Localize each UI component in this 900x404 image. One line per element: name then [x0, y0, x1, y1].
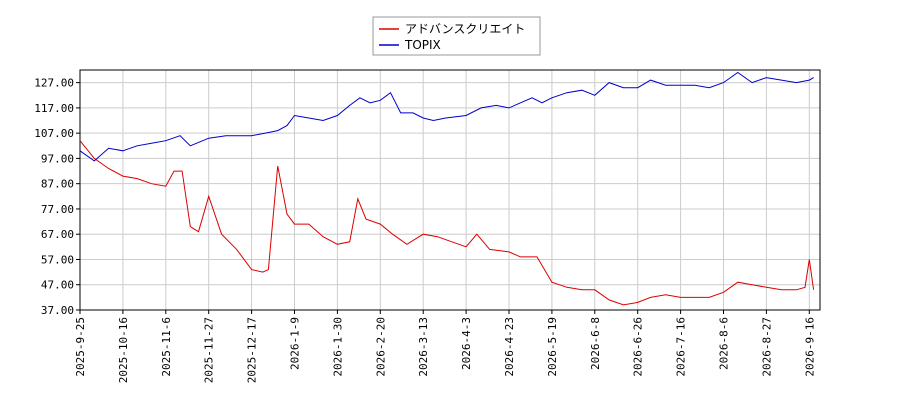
x-tick-label: 2026-8-27 [760, 317, 773, 377]
x-tick-label: 2025-11-27 [203, 317, 216, 383]
y-tick-label: 47.00 [41, 279, 74, 292]
y-tick-label: 107.00 [34, 127, 74, 140]
legend-label: アドバンスクリエイト [405, 22, 525, 36]
y-tick-label: 37.00 [41, 304, 74, 317]
x-tick-label: 2026-6-26 [632, 317, 645, 377]
series-line [79, 140, 815, 306]
x-tick-label: 2025-9-25 [74, 317, 87, 377]
series-line [79, 71, 814, 162]
x-tick-label: 2026-3-13 [417, 317, 430, 377]
x-tick-label: 2025-11-6 [160, 317, 173, 377]
legend-box [372, 16, 541, 56]
y-tick-label: 67.00 [41, 228, 74, 241]
y-tick-label: 117.00 [34, 102, 74, 115]
x-tick-label: 2026-1-9 [289, 317, 302, 370]
x-tick-label: 2026-2-20 [374, 317, 387, 377]
x-tick-label: 2026-8-6 [718, 317, 731, 370]
x-tick-label: 2026-4-23 [503, 317, 516, 377]
x-tick-label: 2025-10-16 [117, 317, 130, 383]
x-tick-label: 2026-5-19 [546, 317, 559, 377]
legend-label: TOPIX [404, 38, 441, 52]
y-tick-label: 127.00 [34, 77, 74, 90]
x-tick-label: 2026-6-8 [589, 317, 602, 370]
y-tick-label: 77.00 [41, 203, 74, 216]
x-tick-label: 2026-1-30 [331, 317, 344, 377]
x-tick-label: 2026-7-16 [675, 317, 688, 377]
y-tick-label: 97.00 [41, 152, 74, 165]
x-tick-label: 2026-9-16 [803, 317, 816, 377]
x-tick-label: 2025-12-17 [246, 317, 259, 383]
plot-frame [79, 69, 821, 311]
x-tick-label: 2026-4-3 [460, 317, 473, 370]
y-tick-label: 57.00 [41, 253, 74, 266]
legend: アドバンスクリエイト TOPIX [372, 16, 541, 56]
y-tick-label: 87.00 [41, 178, 74, 191]
